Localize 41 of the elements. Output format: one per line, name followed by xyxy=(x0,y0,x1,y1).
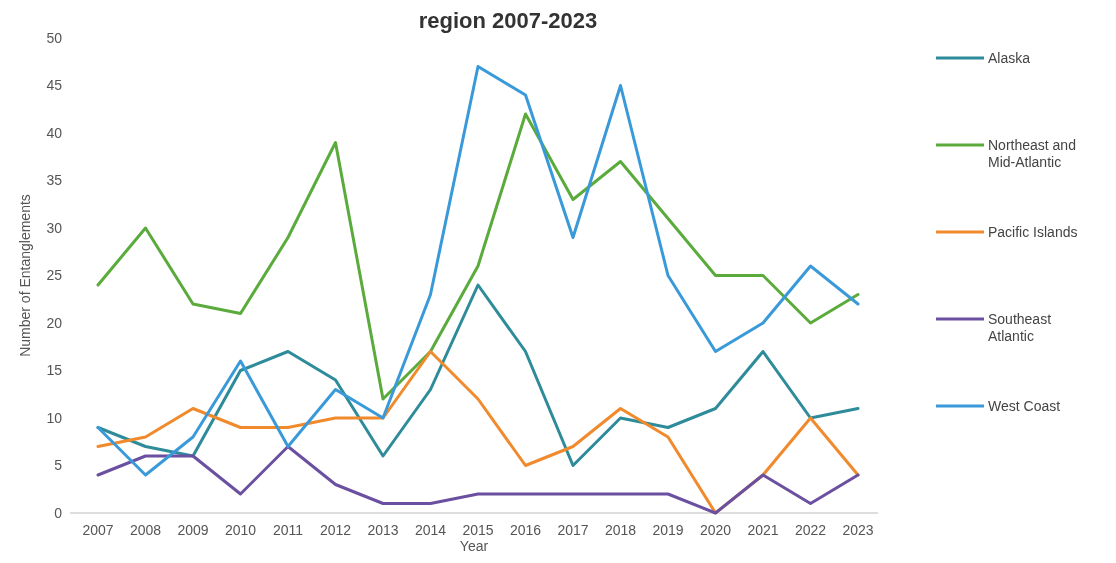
y-tick-label: 25 xyxy=(46,267,63,284)
y-tick-label: 5 xyxy=(54,457,63,474)
y-tick-label: 15 xyxy=(46,362,63,379)
legend-label: Pacific Islands xyxy=(988,223,1078,240)
x-tick-label: 2011 xyxy=(272,522,304,538)
y-tick-label: 0 xyxy=(54,504,63,521)
y-tick-label: 20 xyxy=(46,314,63,331)
chart-title: region 2007-2023 xyxy=(418,8,598,33)
x-tick-label: 2009 xyxy=(177,522,209,538)
line-series xyxy=(96,350,860,515)
x-axis-title: Year xyxy=(459,538,489,554)
x-tick-label: 2022 xyxy=(794,522,827,538)
x-tick-label: 2015 xyxy=(462,522,494,538)
x-tick-label: 2014 xyxy=(414,522,447,538)
x-tick-label: 2018 xyxy=(604,522,637,538)
y-tick-label: 30 xyxy=(46,219,63,236)
y-tick-label: 10 xyxy=(46,409,63,426)
x-tick-label: 2007 xyxy=(82,522,114,538)
x-tick-label: 2023 xyxy=(842,522,874,538)
x-tick-label: 2012 xyxy=(319,522,352,538)
line-series xyxy=(96,283,860,467)
x-tick-label: 2021 xyxy=(747,522,779,538)
line-series xyxy=(96,112,860,401)
x-tick-label: 2008 xyxy=(129,522,162,538)
legend-label: West Coast xyxy=(988,397,1061,414)
x-tick-label: 2010 xyxy=(224,522,257,538)
y-axis-title: Number of Entanglements xyxy=(17,194,33,357)
x-tick-label: 2019 xyxy=(652,522,684,538)
legend-label: Southeast Atlantic xyxy=(988,310,1052,344)
line-series xyxy=(96,445,860,515)
y-tick-label: 40 xyxy=(46,124,63,141)
y-tick-label: 35 xyxy=(46,172,63,189)
x-tick-label: 2020 xyxy=(699,522,732,538)
x-tick-label: 2017 xyxy=(557,522,589,538)
legend-label: Northeast and Mid-Atlantic xyxy=(988,136,1076,170)
y-tick-label: 45 xyxy=(46,77,63,94)
x-tick-label: 2016 xyxy=(509,522,542,538)
x-tick-label: 2013 xyxy=(367,522,399,538)
y-tick-label: 50 xyxy=(46,29,63,46)
line-series xyxy=(96,65,860,477)
legend-label: Alaska xyxy=(988,49,1031,66)
